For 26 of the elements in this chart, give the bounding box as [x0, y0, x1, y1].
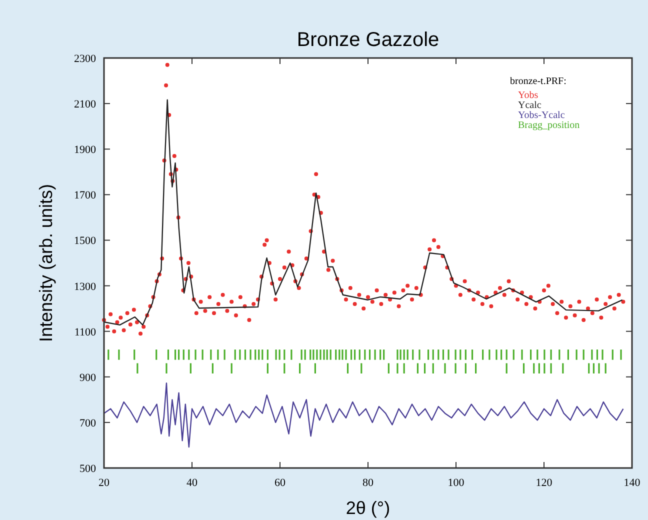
x-tick-label: 140 [624, 477, 641, 489]
y-tick-label: 2100 [74, 98, 96, 111]
text: Bragg_position [518, 120, 580, 131]
x-tick-label: 120 [536, 477, 553, 489]
y-axis-title: Intensity (arb. units) [36, 184, 56, 342]
text: Yobs [518, 90, 538, 101]
text: Ycalc [518, 100, 542, 111]
y-tick-label: 1700 [74, 190, 96, 202]
text: Yobs-Ycalc [518, 110, 566, 121]
line-series [103, 382, 624, 448]
chart-title: Bronze Gazzole [296, 29, 440, 51]
y-tick-label: 1100 [74, 326, 96, 338]
x-tick-label: 60 [274, 477, 286, 489]
y-tick-label: 2300 [74, 53, 96, 65]
y-tick-label: 1500 [74, 235, 96, 248]
x-tick-label: 100 [448, 477, 465, 489]
y-tick-label: 700 [80, 417, 96, 430]
y-tick-label: 1900 [74, 144, 96, 156]
y-tick-label: 900 [80, 372, 96, 384]
x-tick-label: 20 [98, 477, 110, 489]
legend-title: bronze-t.PRF: [510, 76, 566, 87]
x-tick-label: 40 [186, 477, 198, 489]
x-tick-label: 80 [362, 477, 374, 489]
x-axis-title: 2θ (°) [346, 498, 390, 518]
y-tick-label: 1300 [74, 280, 96, 293]
y-tick-label: 500 [80, 463, 96, 475]
